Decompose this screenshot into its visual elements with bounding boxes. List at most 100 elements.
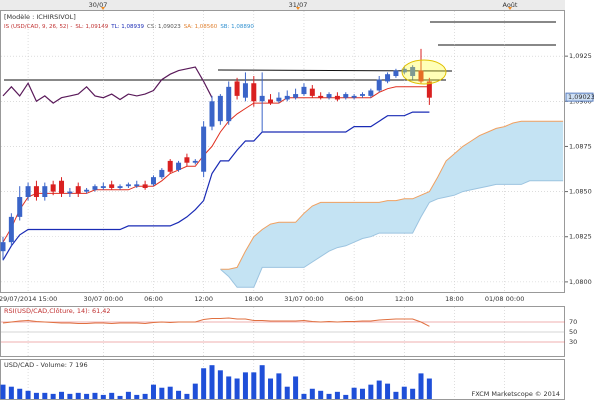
candle-body — [276, 97, 282, 102]
volume-bar — [309, 388, 315, 399]
candle-body — [426, 81, 432, 98]
candle-body — [33, 186, 39, 198]
volume-bar — [418, 373, 424, 399]
candle-body — [92, 186, 98, 190]
main-panel — [0, 10, 565, 293]
volume-bar — [234, 378, 240, 399]
volume-bar — [67, 393, 73, 399]
volume-bar — [343, 394, 349, 399]
volume-bar — [192, 383, 198, 399]
tenkan-line — [2, 86, 430, 243]
candle-body — [134, 184, 140, 187]
x-tick-label: 18:00 — [445, 295, 464, 303]
volume-bar — [209, 365, 215, 399]
period-label: Août — [503, 1, 518, 9]
volume-bar — [42, 392, 48, 399]
volume-bar — [401, 386, 407, 399]
candle-body — [359, 94, 365, 96]
copyright: FXCM Marketscope © 2014 — [471, 390, 560, 398]
volume-bar — [284, 386, 290, 399]
volume-bar — [276, 373, 282, 399]
candle-body — [301, 86, 307, 95]
volume-bar — [326, 393, 332, 399]
candle-body — [125, 184, 131, 187]
candle-body — [268, 99, 274, 104]
rsi-tick-label: 30 — [569, 338, 577, 346]
legend-entry: SA: 1,08560 — [184, 24, 218, 30]
volume-bar — [100, 394, 106, 399]
candle-body — [84, 189, 90, 192]
candle-body — [351, 95, 357, 98]
volume-bar — [150, 384, 156, 399]
volume-bar — [293, 376, 299, 399]
candle-body — [410, 66, 416, 77]
candle-body — [59, 180, 65, 194]
volume-bar — [385, 383, 391, 399]
candle-body — [42, 186, 48, 198]
candle-body — [192, 160, 198, 163]
period-label: 30/07 — [89, 1, 108, 9]
x-tick-label: 01/08 00:00 — [485, 295, 525, 303]
candle-body — [376, 79, 382, 91]
candle-body — [75, 186, 81, 194]
candle-body — [401, 68, 407, 73]
candle-body — [201, 126, 207, 172]
rsi-tick-label: 50 — [569, 328, 577, 336]
candle-body — [385, 74, 391, 82]
volume-bar — [410, 388, 416, 399]
chikou-line — [2, 66, 213, 104]
volume-bar — [33, 392, 39, 399]
candle-body — [0, 242, 6, 252]
volume-bar — [376, 380, 382, 399]
volume-bar — [226, 376, 232, 399]
y-tick-label: 1,0850 — [569, 188, 592, 196]
candle-body — [25, 186, 31, 198]
volume-bar — [201, 368, 207, 399]
candle-body — [284, 95, 290, 100]
candle-body — [326, 94, 332, 98]
candle-body — [142, 184, 148, 188]
volume-bar — [359, 388, 365, 399]
candle-body — [209, 101, 215, 127]
volume-bar — [318, 390, 324, 399]
volume-bar — [0, 384, 6, 399]
candle-body — [17, 197, 23, 217]
candle-body — [184, 157, 190, 163]
candle-body — [50, 184, 56, 192]
candle-body — [343, 94, 349, 98]
volume-bar — [301, 393, 307, 399]
volume-bar — [125, 391, 131, 399]
legend: IS (USD/CAD, 9, 26, 52) - SL: 1,09149 TL: … — [4, 24, 254, 30]
candle-body — [251, 83, 257, 102]
senkou-a-line — [220, 120, 564, 270]
candle-body — [393, 70, 399, 77]
volume-bar — [184, 393, 190, 399]
plot-area: 1,09251,09001,08751,08501,08251,080029/0… — [0, 11, 594, 399]
cloud — [220, 121, 564, 288]
x-tick-label: 12:00 — [395, 295, 414, 303]
volume-bar — [251, 372, 257, 399]
x-tick-label: 31/07 00:00 — [284, 295, 324, 303]
volume-bar — [8, 386, 14, 399]
volume-bar — [117, 395, 123, 399]
candle-body — [100, 186, 106, 188]
volume-bar — [59, 391, 65, 399]
volume-title: USD/CAD - Volume: 7 196 — [4, 361, 88, 369]
legend-entry: IS (USD/CAD, 9, 26, 52) - — [4, 24, 72, 30]
candle-body — [234, 81, 240, 96]
candle-body — [159, 169, 165, 178]
candle-body — [8, 216, 14, 243]
volume-bar — [25, 390, 31, 399]
x-tick-label: 18:00 — [244, 295, 263, 303]
x-tick-label: 06:00 — [345, 295, 364, 303]
x-tick-label: 29/07/2014 15:00 — [0, 295, 57, 303]
volume-bar — [242, 372, 248, 399]
rsi-line — [2, 317, 430, 327]
rsi-tick-label: 70 — [569, 318, 577, 326]
volume-bar — [259, 365, 265, 399]
volume-bar — [217, 370, 223, 399]
volume-bar — [393, 391, 399, 399]
x-tick-label: 06:00 — [144, 295, 163, 303]
candle-body — [67, 191, 73, 194]
